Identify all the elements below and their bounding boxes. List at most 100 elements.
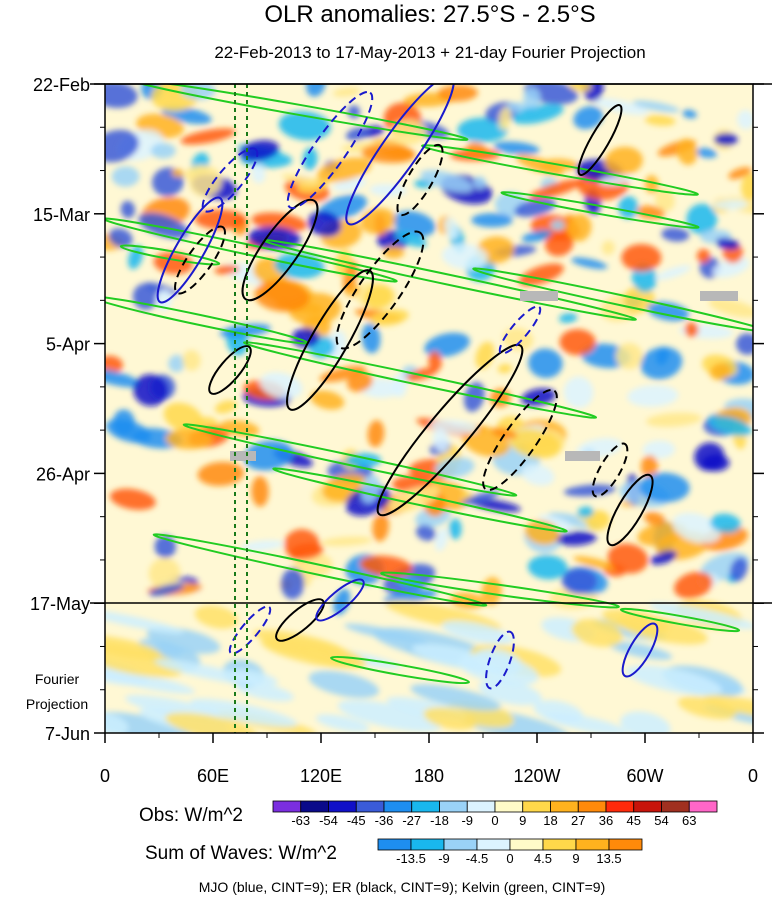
wave-contour (105, 217, 398, 283)
colorbar-tick-label: 9 (572, 851, 579, 866)
colorbar-box (355, 800, 385, 813)
wave-contour (621, 622, 659, 678)
wave-contour (619, 607, 741, 633)
wave-contour (242, 341, 598, 419)
wave-contour (272, 467, 568, 533)
colorbar-box (383, 800, 413, 813)
wave-contour (275, 598, 325, 642)
colorbar-box (476, 838, 511, 851)
waves-colorbar: -13.5 -9 -4.5 0 4.5 9 13.5 (377, 838, 643, 866)
missing-data-patches (230, 291, 738, 461)
wave-contour (201, 147, 259, 213)
wave-contour (286, 90, 374, 210)
colorbar-box (439, 800, 468, 813)
waves-colorbar-label: Sum of Waves: W/m^2 (145, 843, 337, 864)
wave-contour (174, 225, 226, 295)
colorbar-tick-label: 9 (519, 813, 526, 828)
colorbar-box (328, 800, 357, 813)
wave-contour (131, 84, 469, 141)
colorbar-tick-label: 27 (571, 813, 585, 828)
colorbar-box (494, 800, 524, 813)
colorbar-box (577, 800, 607, 813)
wave-contour (500, 191, 700, 229)
colorbar-box (542, 838, 577, 851)
wave-contour (591, 442, 629, 498)
colorbar-tick-label: -45 (347, 813, 366, 828)
colorbar-tick-label: -54 (319, 813, 338, 828)
colorbar-tick-label: 0 (506, 851, 513, 866)
colorbar-tick-label: -27 (402, 813, 421, 828)
colorbar-tick-label: -63 (291, 813, 310, 828)
colorbar-box (633, 800, 662, 813)
colorbar-box (509, 838, 544, 851)
colorbar-box (575, 838, 610, 851)
wave-contour (208, 345, 252, 395)
wave-contour (286, 269, 374, 411)
colorbar-box (377, 838, 412, 851)
wave-contour (485, 630, 515, 690)
wave-contour (330, 655, 470, 685)
wave-contour (421, 144, 699, 196)
colorbar-tick-label: 36 (599, 813, 613, 828)
x-tick-label: 60E (197, 766, 229, 786)
colorbar-tick-label: 54 (654, 813, 668, 828)
colorbar-box (410, 838, 445, 851)
wave-contour (606, 473, 654, 547)
y-tick-label: 17-May (30, 594, 90, 614)
wave-contour (315, 578, 365, 622)
x-tick-label: 60W (626, 766, 663, 786)
wave-contour (498, 305, 542, 355)
wave-contour (380, 571, 620, 609)
x-tick-label: 120E (300, 766, 342, 786)
chart-subtitle: 22-Feb-2013 to 17-May-2013 + 21-day Four… (214, 43, 645, 62)
projection-label-line2: Projection (26, 696, 88, 712)
wave-contour (152, 533, 488, 607)
colorbar-box (466, 800, 496, 813)
colorbar-tick-label: 18 (543, 813, 557, 828)
colorbar-tick-label: 4.5 (534, 851, 552, 866)
colorbar-tick-label: 63 (682, 813, 696, 828)
colorbar-box (411, 800, 440, 813)
wave-contour (577, 104, 623, 176)
colorbar-box (522, 800, 551, 813)
colorbar-tick-label: -18 (430, 813, 449, 828)
y-axis: 22-Feb 15-Mar 5-Apr 26-Apr 17-May 7-Jun (30, 75, 764, 744)
wave-contour (472, 267, 753, 333)
wave-contour (345, 84, 455, 226)
wave-contour (228, 605, 272, 655)
y-tick-label: 15-Mar (33, 205, 90, 225)
colorbar-tick-label: 13.5 (596, 851, 621, 866)
wave-contour (241, 198, 319, 302)
colorbar-tick-label: -4.5 (466, 851, 488, 866)
colorbar-tick-label: 0 (491, 813, 498, 828)
colorbar-tick-label: -9 (438, 851, 450, 866)
colorbar-tick-label: -36 (375, 813, 394, 828)
colorbar-box (300, 800, 329, 813)
y-tick-label: 7-Jun (45, 724, 90, 744)
obs-colorbar: -63 -54 -45 -36 -27 -18 -9 0 9 18 27 36 45 54 63 (272, 800, 718, 828)
x-tick-label: 0 (748, 766, 758, 786)
wave-contour (396, 143, 444, 217)
x-tick-label: 180 (414, 766, 444, 786)
colorbar-tick-label: 45 (627, 813, 641, 828)
y-tick-label: 5-Apr (46, 335, 90, 355)
colorbar-box (688, 800, 718, 813)
colorbar-box (661, 800, 690, 813)
wave-contours (105, 84, 753, 690)
anomaly-field (105, 84, 753, 733)
wave-contour (156, 196, 224, 304)
projection-label-line1: Fourier (35, 671, 80, 687)
y-tick-label: 22-Feb (33, 75, 90, 95)
wave-contour (376, 343, 524, 517)
x-axis: 0 60E 120E 180 120W 60W 0 (100, 733, 758, 786)
wave-contour (182, 423, 518, 497)
colorbar-box (272, 800, 302, 813)
chart-title: OLR anomalies: 27.5°S - 2.5°S (264, 1, 595, 28)
colorbar-tick-label: -9 (461, 813, 473, 828)
obs-colorbar-label: Obs: W/m^2 (139, 805, 243, 826)
colorbar-tick-label: -13.5 (396, 851, 426, 866)
x-tick-label: 0 (100, 766, 110, 786)
colorbar-box (605, 800, 635, 813)
colorbar-box (443, 838, 478, 851)
